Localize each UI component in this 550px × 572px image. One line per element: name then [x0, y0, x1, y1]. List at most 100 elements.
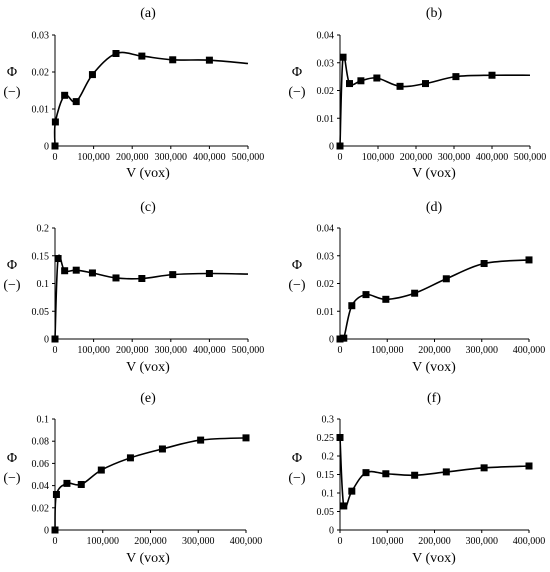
- series-line: [339, 54, 531, 147]
- data-point: [340, 502, 348, 510]
- x-tick-label: 100,000: [371, 536, 404, 547]
- panel-title: (c): [140, 200, 156, 215]
- series-line: [54, 254, 249, 340]
- data-point: [88, 269, 96, 277]
- chart-panel: (f) Φ (−) V (vox) 0 0.05 0.1 0.15 0.2 0.25 0.3 0 100…: [288, 391, 545, 566]
- series-line: [53, 51, 249, 147]
- y-tick-label: 0.25: [317, 433, 335, 444]
- panel-title: (f): [427, 391, 441, 406]
- x-axis-label: V (vox): [412, 166, 456, 181]
- x-tick-label: 500,000: [514, 152, 547, 163]
- x-axis-label: V (vox): [126, 166, 170, 181]
- x-tick-label: 200,000: [418, 345, 451, 356]
- data-point: [72, 98, 80, 106]
- data-point: [169, 56, 177, 64]
- x-axis-label: V (vox): [126, 360, 170, 375]
- x-tick-label: 100,000: [77, 345, 110, 356]
- y-tick-label: 0.2: [322, 452, 335, 463]
- y-tick-label: 0.02: [32, 68, 50, 79]
- data-point: [336, 434, 344, 441]
- y-tick-label: 0.1: [37, 415, 50, 426]
- y-tick-label: 0.15: [32, 251, 50, 262]
- x-tick-label: 100,000: [77, 152, 110, 163]
- data-point: [158, 445, 166, 453]
- data-point: [373, 74, 381, 82]
- x-tick-label: 200,000: [116, 152, 149, 163]
- data-point: [488, 71, 496, 79]
- x-axis-label: V (vox): [412, 551, 456, 566]
- y-tick-label: 0.05: [32, 307, 50, 318]
- data-point: [336, 335, 344, 343]
- data-point: [422, 80, 429, 88]
- y-tick-label: 0.2: [37, 224, 50, 235]
- chart-panel: (b) Φ (−) V (vox) 0 0.01 0.02 0.03 0.04 0 100,000 2…: [288, 6, 546, 181]
- panel-title: (a): [140, 6, 156, 21]
- x-tick-label: 200,000: [400, 152, 433, 163]
- chart-panel: (a) Φ (−) V (vox) 0 0.01 0.02 0.03 0 100,000 200,0…: [3, 6, 264, 181]
- x-tick-label: 400,000: [513, 536, 546, 547]
- y-axis-label: Φ: [292, 258, 302, 273]
- data-point: [51, 335, 59, 343]
- y-tick-label: 0: [44, 142, 49, 153]
- panel-title: (b): [426, 6, 443, 21]
- data-point: [339, 53, 347, 61]
- y-tick-label: 0: [329, 335, 334, 346]
- data-point: [52, 490, 60, 498]
- x-tick-label: 300,000: [466, 345, 499, 356]
- y-tick-label: 0.1: [37, 279, 50, 290]
- data-point: [242, 434, 250, 442]
- x-tick-label: 400,000: [193, 152, 226, 163]
- data-point: [362, 469, 370, 477]
- data-point: [112, 50, 120, 57]
- chart-panel: (c) Φ (−) V (vox) 0 0.05 0.1 0.15 0.2 0 100,000 200…: [3, 200, 264, 375]
- x-tick-label: 200,000: [134, 536, 167, 547]
- y-axis-unit: (−): [3, 471, 21, 486]
- y-tick-label: 0.08: [32, 437, 50, 448]
- y-tick-label: 0.02: [32, 503, 50, 514]
- panel-title: (d): [426, 200, 443, 215]
- y-tick-label: 0.03: [317, 58, 335, 69]
- x-tick-label: 0: [338, 345, 343, 356]
- data-point: [61, 267, 69, 275]
- x-tick-label: 400,000: [513, 345, 546, 356]
- data-point: [138, 275, 146, 283]
- x-tick-label: 0: [53, 152, 58, 163]
- data-point: [525, 256, 533, 264]
- x-tick-label: 500,000: [232, 345, 265, 356]
- x-tick-label: 200,000: [418, 536, 451, 547]
- data-point: [205, 270, 213, 278]
- y-axis-label: Φ: [7, 258, 17, 273]
- y-tick-label: 0.04: [317, 224, 335, 235]
- data-point: [452, 73, 460, 81]
- data-point: [362, 291, 370, 299]
- y-axis-unit: (−): [3, 85, 21, 100]
- data-point: [97, 466, 105, 474]
- x-tick-label: 400,000: [193, 345, 226, 356]
- data-point: [480, 464, 488, 472]
- data-point: [411, 289, 419, 297]
- y-axis-label: Φ: [7, 451, 17, 466]
- x-axis-label: V (vox): [412, 360, 456, 375]
- data-point: [348, 302, 356, 310]
- x-tick-label: 400,000: [476, 152, 509, 163]
- x-tick-label: 200,000: [116, 345, 149, 356]
- data-point: [411, 471, 419, 479]
- data-point: [382, 470, 390, 478]
- x-tick-label: 300,000: [182, 536, 215, 547]
- y-tick-label: 0.05: [317, 507, 335, 518]
- data-point: [197, 436, 205, 444]
- y-axis-unit: (−): [288, 471, 306, 486]
- y-axis-label: Φ: [7, 65, 17, 80]
- chart-panel: (e) Φ (−) V (vox) 0 0.02 0.04 0.06 0.08 0.1 0 100,0…: [3, 391, 262, 566]
- x-tick-label: 100,000: [362, 152, 395, 163]
- y-tick-label: 0.3: [322, 415, 335, 426]
- y-tick-label: 0.06: [32, 459, 50, 470]
- x-tick-label: 0: [53, 345, 58, 356]
- data-point: [442, 275, 450, 283]
- y-axis-unit: (−): [288, 85, 306, 100]
- y-axis-unit: (−): [3, 278, 21, 293]
- data-point: [63, 479, 71, 487]
- data-point: [348, 487, 356, 495]
- data-point: [525, 462, 533, 470]
